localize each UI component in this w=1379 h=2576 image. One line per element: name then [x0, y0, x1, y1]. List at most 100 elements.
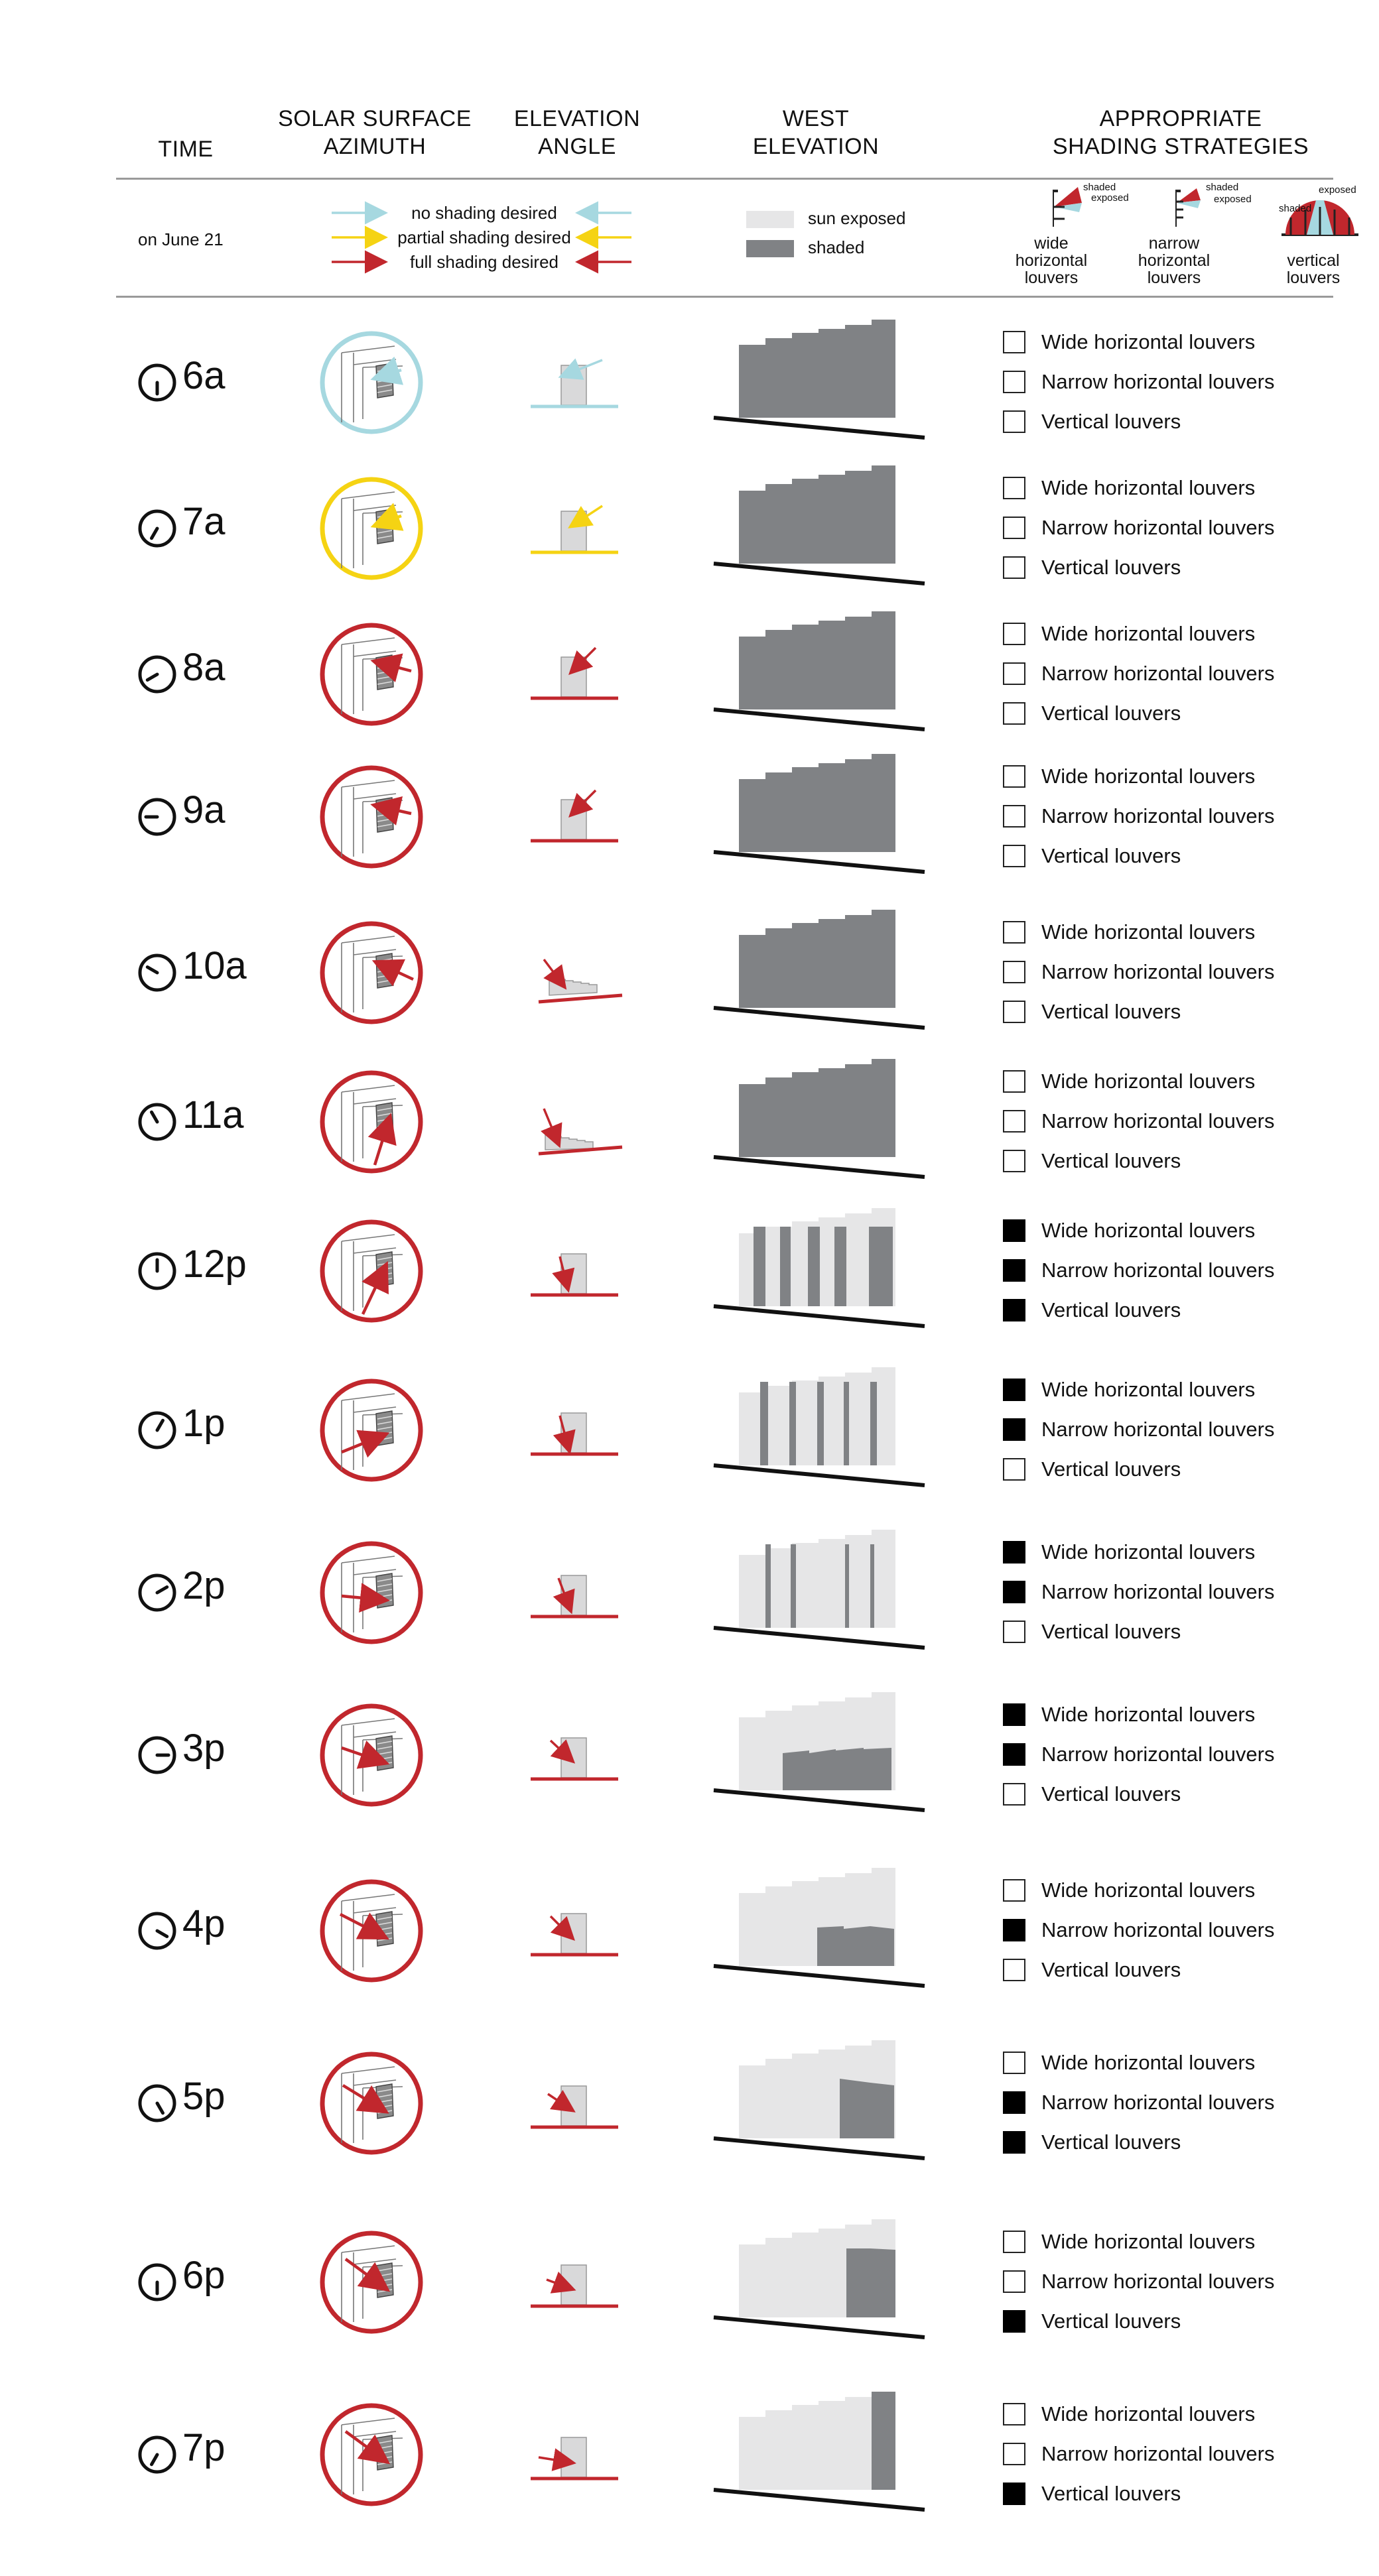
strategy-checkbox[interactable]	[1003, 1879, 1025, 1902]
vertical-icon-label-shaded: shaded	[1279, 203, 1312, 214]
strategy-checkbox[interactable]	[1003, 1259, 1025, 1282]
strategy-checkbox[interactable]	[1003, 702, 1025, 725]
strategy-option[interactable]: Wide horizontal louvers	[1003, 620, 1335, 649]
strategy-checkbox[interactable]	[1003, 2403, 1025, 2425]
strategy-checkbox[interactable]	[1003, 1703, 1025, 1726]
strategy-checkbox[interactable]	[1003, 1743, 1025, 1766]
strategy-option[interactable]: Vertical louvers	[1003, 554, 1335, 583]
strategy-option[interactable]: Narrow horizontal louvers	[1003, 1578, 1335, 1607]
strategy-option[interactable]: Wide horizontal louvers	[1003, 1376, 1335, 1405]
strategy-checkbox[interactable]	[1003, 1959, 1025, 1981]
strategy-option[interactable]: Vertical louvers	[1003, 1618, 1335, 1647]
strategy-option[interactable]: Wide horizontal louvers	[1003, 328, 1335, 357]
strategy-checkbox[interactable]	[1003, 2231, 1025, 2253]
strategy-checkbox[interactable]	[1003, 2052, 1025, 2074]
time-row: 4p Wide horizontal louvers Narrow horizont…	[0, 1863, 1379, 1996]
strategy-checkbox[interactable]	[1003, 2310, 1025, 2333]
strategy-checkbox[interactable]	[1003, 371, 1025, 393]
strategy-checkbox[interactable]	[1003, 1219, 1025, 1242]
strategy-checkbox[interactable]	[1003, 2131, 1025, 2154]
strategy-checkbox[interactable]	[1003, 1379, 1025, 1401]
strategy-checkbox[interactable]	[1003, 2443, 1025, 2465]
west-elevation-facade	[713, 1530, 925, 1650]
strategy-checkbox[interactable]	[1003, 331, 1025, 353]
strategy-option[interactable]: Vertical louvers	[1003, 408, 1335, 437]
strategy-option[interactable]: Wide horizontal louvers	[1003, 1701, 1335, 1730]
header-west-elevation: WEST ELEVATION	[752, 106, 880, 159]
legend-arrows	[332, 201, 631, 274]
azimuth-plan-icon	[320, 1219, 423, 1323]
strategy-option-label: Narrow horizontal louvers	[1041, 1258, 1275, 1282]
strategy-checkbox[interactable]	[1003, 1621, 1025, 1643]
clock-icon	[138, 1411, 176, 1449]
strategy-checkbox[interactable]	[1003, 1919, 1025, 1941]
strategy-option[interactable]: Wide horizontal louvers	[1003, 763, 1335, 792]
strategy-checkbox[interactable]	[1003, 517, 1025, 539]
strategy-option[interactable]: Vertical louvers	[1003, 1455, 1335, 1485]
strategy-option[interactable]: Wide horizontal louvers	[1003, 474, 1335, 503]
strategy-checkbox[interactable]	[1003, 765, 1025, 788]
strategy-checkbox[interactable]	[1003, 1541, 1025, 1564]
strategy-checkbox[interactable]	[1003, 1001, 1025, 1023]
strategy-option[interactable]: Vertical louvers	[1003, 700, 1335, 729]
strategy-option[interactable]: Wide horizontal louvers	[1003, 1876, 1335, 1906]
elevation-angle-icon	[531, 1913, 618, 1957]
strategy-option[interactable]: Narrow horizontal louvers	[1003, 958, 1335, 987]
strategy-checkbox[interactable]	[1003, 1110, 1025, 1133]
strategy-checkbox[interactable]	[1003, 1783, 1025, 1806]
west-elevation-facade	[713, 1868, 925, 1988]
strategy-option[interactable]: Vertical louvers	[1003, 1147, 1335, 1176]
strategy-option[interactable]: Wide horizontal louvers	[1003, 1538, 1335, 1567]
strategy-checkbox[interactable]	[1003, 1418, 1025, 1441]
strategy-option[interactable]: Vertical louvers	[1003, 1296, 1335, 1325]
strategy-option[interactable]: Narrow horizontal louvers	[1003, 2089, 1335, 2118]
strategy-option[interactable]: Vertical louvers	[1003, 842, 1335, 871]
strategy-option[interactable]: Wide horizontal louvers	[1003, 2400, 1335, 2429]
strategy-option[interactable]: Wide horizontal louvers	[1003, 918, 1335, 948]
strategy-checkbox[interactable]	[1003, 1458, 1025, 1481]
strategy-checkbox[interactable]	[1003, 477, 1025, 499]
strategy-option[interactable]: Vertical louvers	[1003, 1956, 1335, 1985]
strategy-option[interactable]: Narrow horizontal louvers	[1003, 368, 1335, 397]
strategy-checkbox[interactable]	[1003, 805, 1025, 828]
strategy-checkbox[interactable]	[1003, 1150, 1025, 1172]
strategy-option[interactable]: Wide horizontal louvers	[1003, 2228, 1335, 2257]
strategy-checkbox[interactable]	[1003, 556, 1025, 579]
strategy-option[interactable]: Vertical louvers	[1003, 2480, 1335, 2509]
strategy-option[interactable]: Narrow horizontal louvers	[1003, 1741, 1335, 1770]
strategy-option[interactable]: Narrow horizontal louvers	[1003, 2268, 1335, 2297]
strategy-option[interactable]: Narrow horizontal louvers	[1003, 1916, 1335, 1945]
strategy-checkbox[interactable]	[1003, 2483, 1025, 2505]
strategy-checkbox[interactable]	[1003, 623, 1025, 645]
strategy-option[interactable]: Vertical louvers	[1003, 2307, 1335, 2337]
time-label: 12p	[182, 1243, 247, 1286]
strategy-option[interactable]: Narrow horizontal louvers	[1003, 802, 1335, 831]
strategy-checkbox[interactable]	[1003, 1581, 1025, 1603]
strategy-option[interactable]: Narrow horizontal louvers	[1003, 2440, 1335, 2469]
strategy-option[interactable]: Narrow horizontal louvers	[1003, 514, 1335, 543]
west-elevation-facade	[713, 2040, 925, 2160]
strategy-option[interactable]: Narrow horizontal louvers	[1003, 660, 1335, 689]
strategy-option[interactable]: Wide horizontal louvers	[1003, 1217, 1335, 1246]
strategy-option-label: Vertical louvers	[1041, 1457, 1181, 1481]
strategy-option[interactable]: Wide horizontal louvers	[1003, 2049, 1335, 2078]
strategy-checkbox[interactable]	[1003, 921, 1025, 944]
strategy-checkbox[interactable]	[1003, 2270, 1025, 2293]
strategy-option[interactable]: Vertical louvers	[1003, 998, 1335, 1027]
strategy-checkbox[interactable]	[1003, 845, 1025, 867]
time-label: 6a	[182, 354, 226, 397]
strategy-checkbox[interactable]	[1003, 2091, 1025, 2114]
strategy-option[interactable]: Vertical louvers	[1003, 1780, 1335, 1809]
strategy-checkbox[interactable]	[1003, 410, 1025, 433]
narrow-louver-icon	[1175, 188, 1201, 227]
strategy-option[interactable]: Vertical louvers	[1003, 2128, 1335, 2158]
strategy-option[interactable]: Narrow horizontal louvers	[1003, 1107, 1335, 1136]
strategy-option[interactable]: Narrow horizontal louvers	[1003, 1416, 1335, 1445]
strategy-checkbox[interactable]	[1003, 662, 1025, 685]
strategy-checkbox[interactable]	[1003, 1299, 1025, 1321]
strategy-checkbox[interactable]	[1003, 961, 1025, 983]
strategy-option[interactable]: Narrow horizontal louvers	[1003, 1257, 1335, 1286]
strategy-option[interactable]: Wide horizontal louvers	[1003, 1068, 1335, 1097]
strategy-checkbox[interactable]	[1003, 1070, 1025, 1093]
narrow-icon-label-shaded: shaded	[1206, 182, 1239, 193]
